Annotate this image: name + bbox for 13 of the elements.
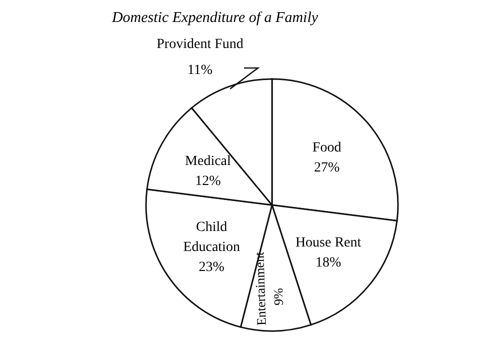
- data-label: 9%: [270, 288, 286, 306]
- data-label: 27%: [314, 160, 340, 176]
- slice-label: Entertainment: [252, 251, 269, 326]
- slice-label: Child Education: [183, 220, 240, 256]
- slice-label: Provident Fund: [156, 37, 244, 52]
- data-label: 18%: [315, 256, 342, 271]
- slice-label: Medical: [185, 154, 231, 169]
- slice-label: House Rent: [295, 236, 362, 251]
- data-label: 23%: [198, 260, 225, 276]
- slice-label: Food: [312, 140, 342, 156]
- chart-title: Domestic Expenditure of a Family: [110, 10, 318, 26]
- data-label: 11%: [187, 63, 213, 78]
- data-label: 12%: [195, 174, 222, 189]
